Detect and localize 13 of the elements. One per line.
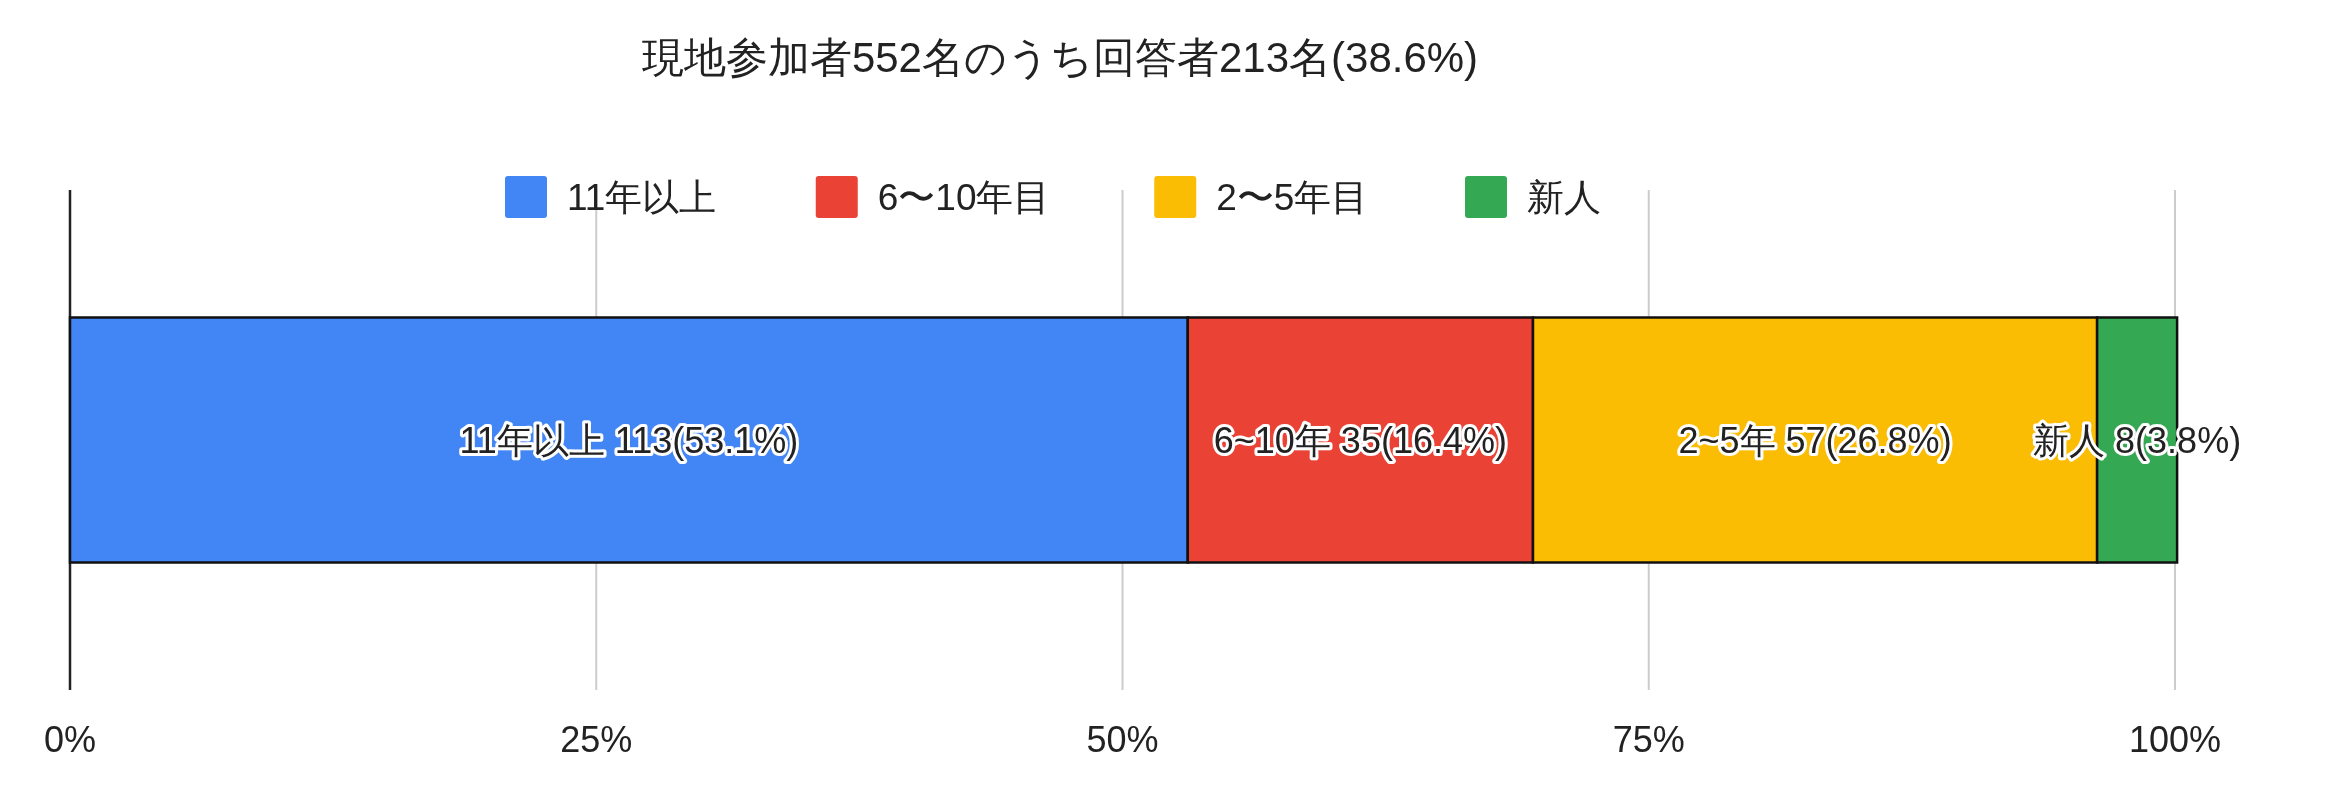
x-tick-label: 0%: [43, 719, 97, 760]
legend-label: 6〜10年目: [877, 177, 1051, 218]
data-label: 6~10年 35(16.4%): [1213, 420, 1507, 461]
legend-label: 2〜5年目: [1216, 177, 1369, 218]
x-tick-label: 25%: [560, 719, 633, 760]
legend-label: 新人: [1527, 177, 1601, 218]
data-label: 11年以上 113(53.1%): [459, 420, 799, 461]
chart-title: 現地参加者552名のうち回答者213名(38.6%): [641, 34, 1479, 81]
legend-label: 11年以上: [567, 177, 717, 218]
x-tick-label: 50%: [1086, 719, 1159, 760]
x-tick-label: 100%: [2128, 719, 2222, 760]
x-tick-label: 75%: [1612, 719, 1685, 760]
data-label: 2~5年 57(26.8%): [1678, 420, 1952, 461]
